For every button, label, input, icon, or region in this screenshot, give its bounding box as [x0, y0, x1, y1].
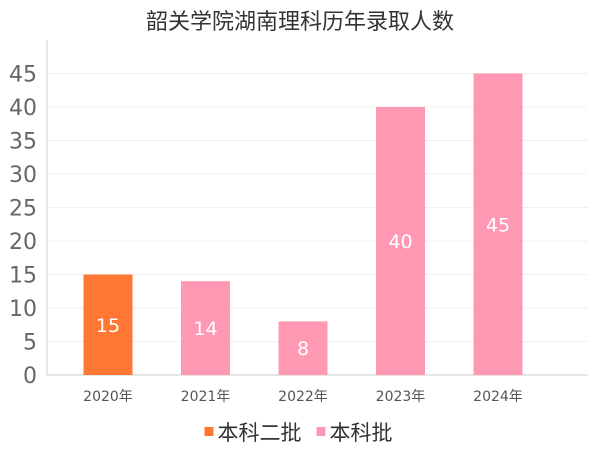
legend-item-0[interactable]: 本科二批: [204, 421, 302, 445]
x-tick-label: 2023年: [376, 389, 426, 405]
y-tick-label: 45: [9, 63, 37, 88]
legend-label: 本科二批: [218, 421, 302, 445]
x-tick-label: 2021年: [181, 389, 231, 405]
chart-title: 韶关学院湖南理科历年录取人数: [145, 10, 454, 35]
legend-swatch: [316, 427, 326, 436]
bar-value-label: 15: [96, 315, 120, 337]
x-tick-label: 2024年: [473, 389, 523, 405]
bar-4[interactable]: [473, 73, 523, 376]
bar-3[interactable]: [376, 107, 425, 375]
bar-0[interactable]: [83, 274, 133, 376]
y-tick-label: 35: [9, 130, 37, 155]
bars: 15 14 8 40 45: [83, 73, 523, 376]
bar-2[interactable]: [278, 321, 328, 375]
bar-value-label: 45: [486, 214, 510, 236]
x-tick-label: 2020年: [83, 389, 133, 405]
y-tick-label: 20: [9, 230, 37, 255]
y-tick-label: 30: [9, 163, 37, 188]
legend-swatch: [204, 427, 214, 436]
y-tick-label: 5: [23, 331, 37, 356]
bar-value-label: 8: [297, 338, 309, 360]
y-tick-label: 25: [9, 197, 37, 222]
y-tick-label: 10: [9, 297, 37, 322]
bar-value-label: 40: [388, 231, 412, 253]
legend[interactable]: 本科二批 本科批: [204, 421, 393, 445]
legend-item-1[interactable]: 本科批: [316, 421, 393, 445]
y-tick-label: 15: [9, 264, 37, 289]
y-tick-label: 0: [23, 364, 37, 389]
bar-1[interactable]: [181, 281, 230, 375]
bar-value-label: 14: [193, 318, 217, 340]
legend-label: 本科批: [330, 421, 393, 445]
y-tick-labels: 0 5 10 15 20 25 30 35 40 45: [9, 63, 37, 390]
x-tick-labels: 2020年 2021年 2022年 2023年 2024年: [83, 389, 523, 405]
y-tick-label: 40: [9, 96, 37, 121]
x-tick-label: 2022年: [278, 389, 328, 405]
